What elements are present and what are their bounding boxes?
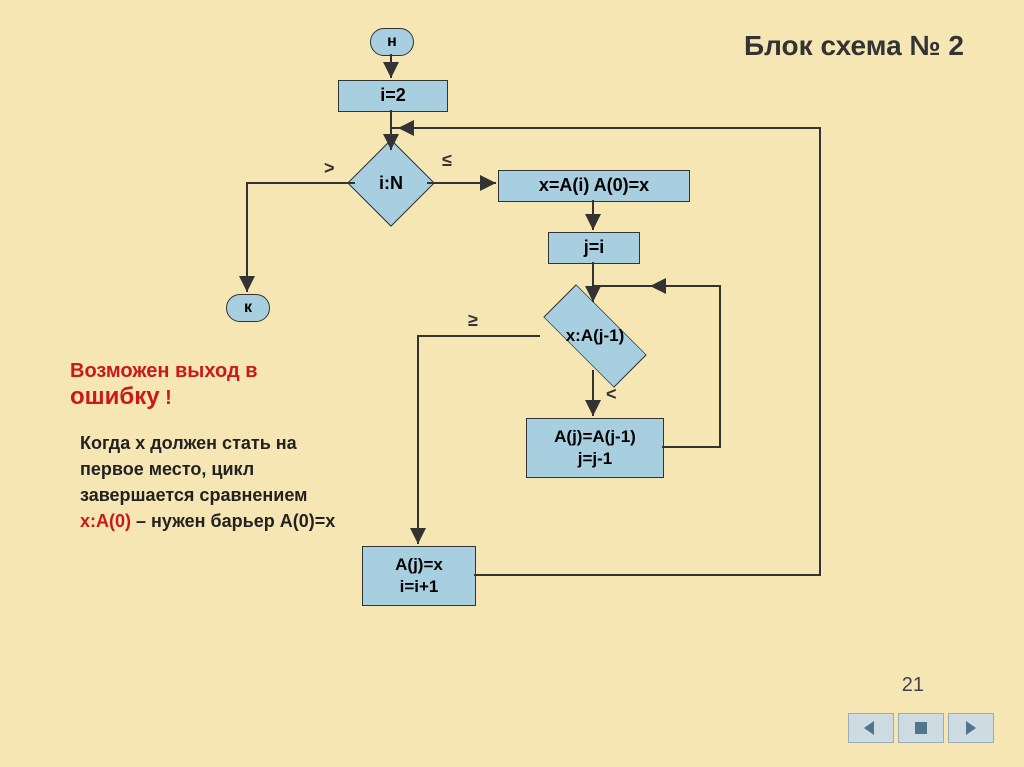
node-i-vs-n: i:N: [360, 152, 422, 214]
nav-next-button[interactable]: [948, 713, 994, 743]
nav-home-button[interactable]: [898, 713, 944, 743]
node-place-x-inc-i: A(j)=x i=i+1: [362, 546, 476, 606]
page-title: Блок схема № 2: [744, 30, 964, 62]
chevron-right-icon: [962, 721, 980, 735]
edge-label-lt: <: [606, 384, 617, 405]
edge-label-gt: >: [324, 158, 335, 179]
node-i-equals-2: i=2: [338, 80, 448, 112]
warning-text: Возможен выход в ошибку !: [70, 360, 350, 411]
node-shift: A(j)=A(j-1) j=j-1: [526, 418, 664, 478]
chevron-left-icon: [862, 721, 880, 735]
node-x-assign-a-i: x=A(i) A(0)=x: [498, 170, 690, 202]
node-x-vs-a-jminus1: x:A(j-1): [545, 302, 645, 370]
node-start: н: [370, 28, 414, 56]
node-end: к: [226, 294, 270, 322]
square-icon: [914, 721, 928, 735]
explanation-text: Когда х должен стать на первое место, ци…: [80, 430, 350, 534]
page-number: 21: [902, 674, 924, 697]
edge-label-gte: ≥: [468, 310, 478, 331]
edge-label-lte: ≤: [442, 150, 452, 171]
nav-prev-button[interactable]: [848, 713, 894, 743]
node-j-equals-i: j=i: [548, 232, 640, 264]
